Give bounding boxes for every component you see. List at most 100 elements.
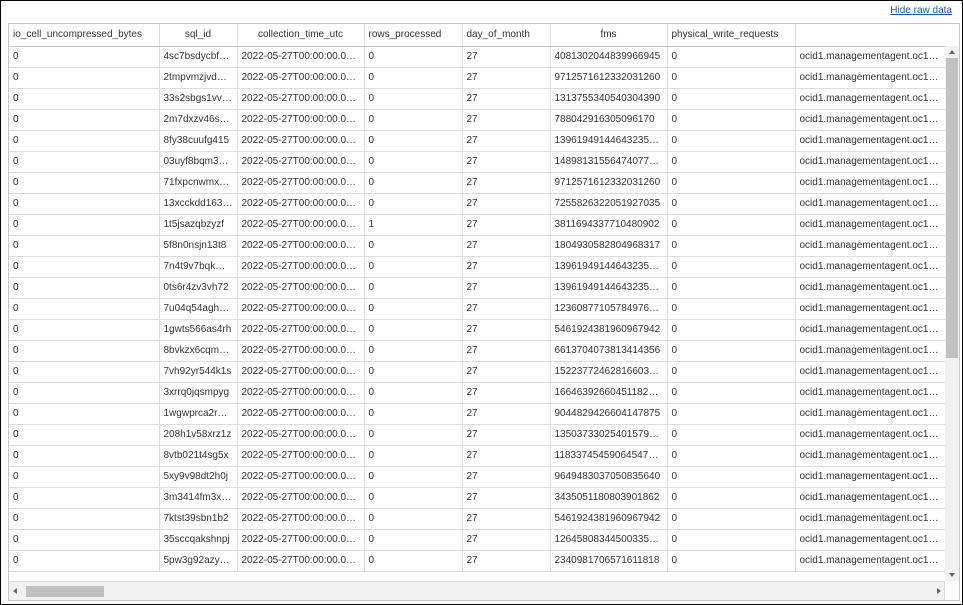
table-cell: 0 [667, 172, 796, 194]
horizontal-scroll-thumb[interactable] [26, 586, 104, 597]
table-cell: 0 [667, 361, 796, 383]
table-cell: 0 [9, 214, 160, 236]
table-cell: 1804930582804968317 [550, 235, 668, 257]
table-cell: 788042916305096170 [550, 109, 668, 131]
table-cell: 11833745459064547453 [550, 445, 668, 467]
table-cell: 2340981706571611818 [550, 550, 668, 572]
column-header[interactable] [795, 24, 945, 47]
scroll-right-arrow-icon[interactable] [937, 588, 941, 594]
table-cell: 2022-05-27T00:00:00.000Z [237, 46, 365, 68]
table-cell: 0 [667, 256, 796, 278]
table-cell: 8vtb021t4sg5x [159, 445, 238, 467]
table-cell: 0 [9, 151, 160, 173]
table-cell: ocid1.managementagent.oc1.iad.a [795, 340, 945, 362]
scroll-down-arrow-icon[interactable] [949, 573, 955, 577]
table-row: 0 5pw3g92azyq... 2022-05-27T00:00:00.000Z 0… [9, 550, 945, 572]
table-cell: 0 [667, 151, 796, 173]
table-row: 0 03uyf8bqm3ssb 2022-05-27T00:00:00.000Z 0 2… [9, 151, 945, 173]
table-cell: 0 [667, 550, 796, 572]
table-cell: 7255826322051927035 [550, 193, 668, 215]
table-cell: 2022-05-27T00:00:00.000Z [237, 550, 365, 572]
table-row: 0 5xy9v98dt2h0j 2022-05-27T00:00:00.000Z 0 2… [9, 466, 945, 488]
column-header[interactable]: fms [550, 24, 668, 47]
table-cell: 0 [667, 424, 796, 446]
table-cell: 0 [667, 193, 796, 215]
table-cell: 27 [462, 256, 551, 278]
table-row: 0 7n4t9v7bqkmxd 2022-05-27T00:00:00.000Z 0 2… [9, 256, 945, 278]
table-cell: 27 [462, 46, 551, 68]
table-row: 0 1gwts566as4rh 2022-05-27T00:00:00.000Z 0 2… [9, 319, 945, 341]
column-header[interactable]: io_cell_uncompressed_bytes [9, 24, 160, 47]
scrollbar-corner [944, 582, 959, 600]
column-header[interactable]: rows_processed [364, 24, 463, 47]
table-cell: 0 [364, 340, 463, 362]
table-cell: 0 [9, 193, 160, 215]
horizontal-scrollbar[interactable] [9, 581, 945, 600]
table-cell: 3435051180803901862 [550, 487, 668, 509]
table-cell: 0 [364, 46, 463, 68]
table-cell: 0 [364, 529, 463, 551]
table-cell: 27 [462, 193, 551, 215]
table-cell: 33s2sbgs1vvdn [159, 88, 238, 110]
table-row: 0 7vh92yr544k1s 2022-05-27T00:00:00.000Z 0 2… [9, 361, 945, 383]
table-row: 0 35sccqakshnpj 2022-05-27T00:00:00.000Z 0 2… [9, 529, 945, 551]
table-cell: 27 [462, 277, 551, 299]
vertical-scroll-thumb[interactable] [946, 58, 958, 358]
table-cell: 0 [667, 445, 796, 467]
table-row: 0 71fxpcnwmx141 2022-05-27T00:00:00.000Z 0 2… [9, 172, 945, 194]
table-row: 0 33s2sbgs1vvdn 2022-05-27T00:00:00.000Z 0 2… [9, 88, 945, 110]
table-row: 0 8vtb021t4sg5x 2022-05-27T00:00:00.000Z 0 2… [9, 445, 945, 467]
table-cell: 0 [9, 340, 160, 362]
column-header[interactable]: sql_id [159, 24, 238, 47]
vertical-scrollbar[interactable] [945, 46, 959, 581]
table-cell: 0 [364, 298, 463, 320]
table-cell: 27 [462, 529, 551, 551]
table-cell: 2tmpvmzjvdm... [159, 67, 238, 89]
table-cell: 0 [364, 151, 463, 173]
table-cell: 0 [9, 256, 160, 278]
table-cell: 2022-05-27T00:00:00.000Z [237, 424, 365, 446]
table-cell: 1gwts566as4rh [159, 319, 238, 341]
column-header[interactable]: collection_time_utc [237, 24, 365, 47]
column-header[interactable]: physical_write_requests [667, 24, 796, 47]
table-row: 0 7ktst39sbn1b2 2022-05-27T00:00:00.000Z 0 2… [9, 508, 945, 530]
table-cell: ocid1.managementagent.oc1.iad.a [795, 130, 945, 152]
table-cell: 0 [364, 67, 463, 89]
scroll-left-arrow-icon[interactable] [13, 588, 17, 594]
table-cell: 15223772462816603208 [550, 361, 668, 383]
table-cell: ocid1.managementagent.oc1.iad.a [795, 382, 945, 404]
data-table: io_cell_uncompressed_bytes sql_id collecti… [9, 24, 945, 572]
table-cell: 208h1v58xrz1z [159, 424, 238, 446]
table-cell: 2022-05-27T00:00:00.000Z [237, 130, 365, 152]
table-row: 0 5f8n0nsjn13t8 2022-05-27T00:00:00.000Z 0 2… [9, 235, 945, 257]
table-cell: 7u04q54aghp8t [159, 298, 238, 320]
table-cell: 0 [667, 340, 796, 362]
table-cell: 9649483037050835640 [550, 466, 668, 488]
raw-data-grid: io_cell_uncompressed_bytes sql_id collecti… [8, 23, 960, 601]
table-cell: 971257161233203126​0 [550, 67, 668, 89]
table-cell: ocid1.managementagent.oc1.iad.a [795, 88, 945, 110]
table-cell: 27 [462, 340, 551, 362]
table-cell: 27 [462, 151, 551, 173]
table-cell: 2022-05-27T00:00:00.000Z [237, 319, 365, 341]
table-cell: 0 [9, 172, 160, 194]
table-cell: 0 [667, 67, 796, 89]
table-cell: ocid1.managementagent.oc1.iad.a [795, 67, 945, 89]
hide-raw-data-link[interactable]: Hide raw data [890, 5, 952, 16]
table-cell: 0 [667, 487, 796, 509]
table-cell: ocid1.managementagent.oc1.iad.a [795, 403, 945, 425]
table-row: 0 13xcckdd163bs 2022-05-27T00:00:00.000Z 0 2… [9, 193, 945, 215]
column-header[interactable]: day_of_month [462, 24, 551, 47]
table-cell: 0 [667, 319, 796, 341]
table-cell: 0 [667, 466, 796, 488]
table-cell: 0 [667, 508, 796, 530]
table-row: 0 0ts6r4zv3vh72 2022-05-27T00:00:00.000Z 0 2… [9, 277, 945, 299]
table-row: 0 2tmpvmzjvdm... 2022-05-27T00:00:00.000Z 0… [9, 67, 945, 89]
table-cell: 0 [9, 424, 160, 446]
table-row: 0 8bvkzx6cqmxs6 2022-05-27T00:00:00.000Z 0 2… [9, 340, 945, 362]
table-cell: 0 [9, 88, 160, 110]
table-cell: ocid1.managementagent.oc1.iad.a [795, 424, 945, 446]
table-cell: 0 [9, 235, 160, 257]
scroll-up-arrow-icon[interactable] [949, 50, 955, 54]
table-cell: 0 [9, 109, 160, 131]
